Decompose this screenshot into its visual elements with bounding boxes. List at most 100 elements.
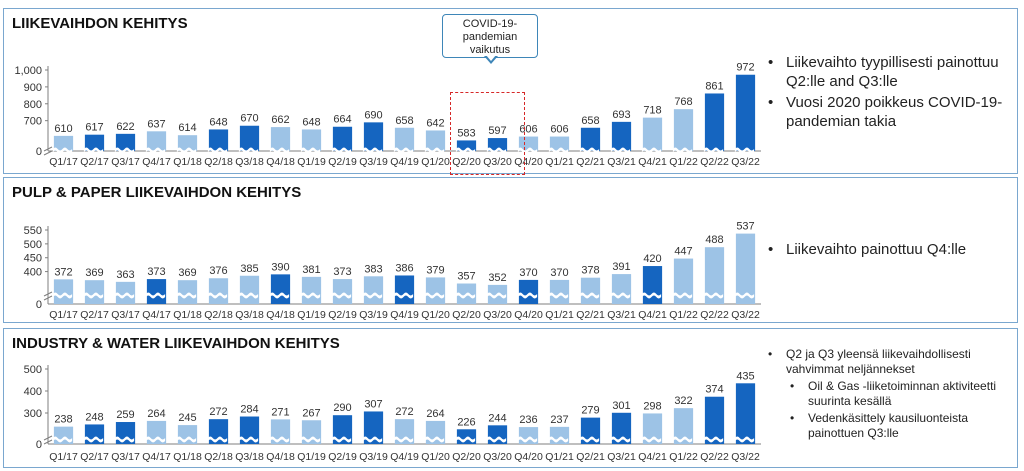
bar <box>332 415 353 444</box>
axis-break-mark <box>703 292 724 299</box>
bar <box>208 278 229 304</box>
x-tick-label: Q1/17 <box>49 451 78 463</box>
data-label: 972 <box>736 62 754 74</box>
data-label: 662 <box>271 114 289 126</box>
x-tick-label: Q1/21 <box>545 451 574 463</box>
x-tick-label: Q3/17 <box>111 451 140 463</box>
data-label: 642 <box>426 117 444 129</box>
data-label: 376 <box>209 265 227 277</box>
bullet-item: Vuosi 2020 poikkeus COVID-19-pandemian t… <box>764 93 1004 131</box>
y-tick-label: 500 <box>24 239 42 251</box>
x-tick-label: Q2/17 <box>80 156 109 168</box>
data-label: 298 <box>643 400 661 412</box>
axis-break-mark <box>52 147 73 154</box>
data-label: 284 <box>240 404 258 416</box>
data-label: 363 <box>116 269 134 281</box>
bar <box>704 93 725 151</box>
axis-break-mark <box>548 292 569 299</box>
data-label: 391 <box>612 261 630 273</box>
axis-break-mark <box>331 292 352 299</box>
bar <box>363 411 384 444</box>
data-label: 245 <box>178 412 196 424</box>
x-tick-label: Q1/19 <box>297 451 326 463</box>
axis-break-mark <box>703 436 724 443</box>
x-tick-label: Q2/21 <box>576 309 605 321</box>
x-tick-label: Q3/21 <box>607 309 636 321</box>
data-label: 420 <box>643 253 661 265</box>
y-tick-label: 1,000 <box>14 65 42 77</box>
bar <box>115 281 136 304</box>
y-tick-label: 450 <box>24 253 42 265</box>
axis-break-mark <box>176 436 197 443</box>
axis-break-mark <box>52 436 73 443</box>
data-label: 381 <box>302 264 320 276</box>
x-tick-label: Q1/22 <box>669 451 698 463</box>
x-tick-label: Q2/17 <box>80 309 109 321</box>
data-label: 610 <box>54 123 72 135</box>
axis-break-mark <box>424 147 445 154</box>
x-tick-label: Q4/17 <box>142 156 171 168</box>
x-tick-label: Q2/21 <box>576 156 605 168</box>
data-label: 236 <box>519 414 537 426</box>
data-label: 718 <box>643 105 661 117</box>
callout-tail-inner <box>486 55 496 61</box>
bar <box>704 247 725 304</box>
axis-break-mark <box>238 436 259 443</box>
data-label: 301 <box>612 400 630 412</box>
data-label: 617 <box>85 122 103 134</box>
data-label: 435 <box>736 370 754 382</box>
data-label: 244 <box>488 412 506 424</box>
axis-break-mark <box>393 436 414 443</box>
bar <box>53 135 74 151</box>
bar <box>611 274 632 304</box>
bar <box>425 420 446 444</box>
data-label: 272 <box>395 406 413 418</box>
x-tick-label: Q4/20 <box>514 156 543 168</box>
axis-break-mark <box>579 292 600 299</box>
y-tick-label: 0 <box>36 299 42 311</box>
bar <box>549 279 570 304</box>
data-label: 279 <box>581 405 599 417</box>
x-tick-label: Q4/17 <box>142 309 171 321</box>
bar <box>425 277 446 304</box>
bar <box>673 258 694 304</box>
x-tick-label: Q3/18 <box>235 309 264 321</box>
bar <box>177 135 198 151</box>
x-tick-label: Q1/22 <box>669 156 698 168</box>
bar <box>239 416 260 444</box>
data-label: 248 <box>85 411 103 423</box>
data-label: 379 <box>426 264 444 276</box>
data-label: 307 <box>364 398 382 410</box>
axis-break-mark <box>83 436 104 443</box>
axis-break-mark <box>362 147 383 154</box>
bar <box>487 138 508 151</box>
panel-title: PULP & PAPER LIIKEVAIHDON KEHITYS <box>12 184 302 201</box>
bar <box>146 131 167 151</box>
axis-break-mark <box>734 292 755 299</box>
y-tick-label: 300 <box>24 408 42 420</box>
axis-break-mark <box>610 436 631 443</box>
y-tick-label: 700 <box>24 116 42 128</box>
axis-break-mark <box>548 147 569 154</box>
callout-line: vaikutus <box>469 44 511 56</box>
axis-break-mark <box>641 436 662 443</box>
axis-break-mark <box>393 292 414 299</box>
bar <box>456 140 477 151</box>
data-label: 373 <box>147 266 165 278</box>
x-tick-label: Q2/17 <box>80 451 109 463</box>
data-label: 226 <box>457 416 475 428</box>
x-tick-label: Q2/19 <box>328 451 357 463</box>
data-label: 606 <box>519 124 537 136</box>
axis-break-mark <box>207 147 228 154</box>
axis-break-mark <box>300 147 321 154</box>
x-tick-label: Q1/17 <box>49 309 78 321</box>
data-label: 372 <box>54 266 72 278</box>
bar <box>301 420 322 444</box>
y-tick-label: 0 <box>36 146 42 158</box>
bar <box>270 127 291 151</box>
data-label: 537 <box>736 221 754 233</box>
bar <box>363 276 384 304</box>
data-label: 259 <box>116 409 134 421</box>
axis-break-mark <box>734 436 755 443</box>
y-tick-label: 550 <box>24 225 42 237</box>
